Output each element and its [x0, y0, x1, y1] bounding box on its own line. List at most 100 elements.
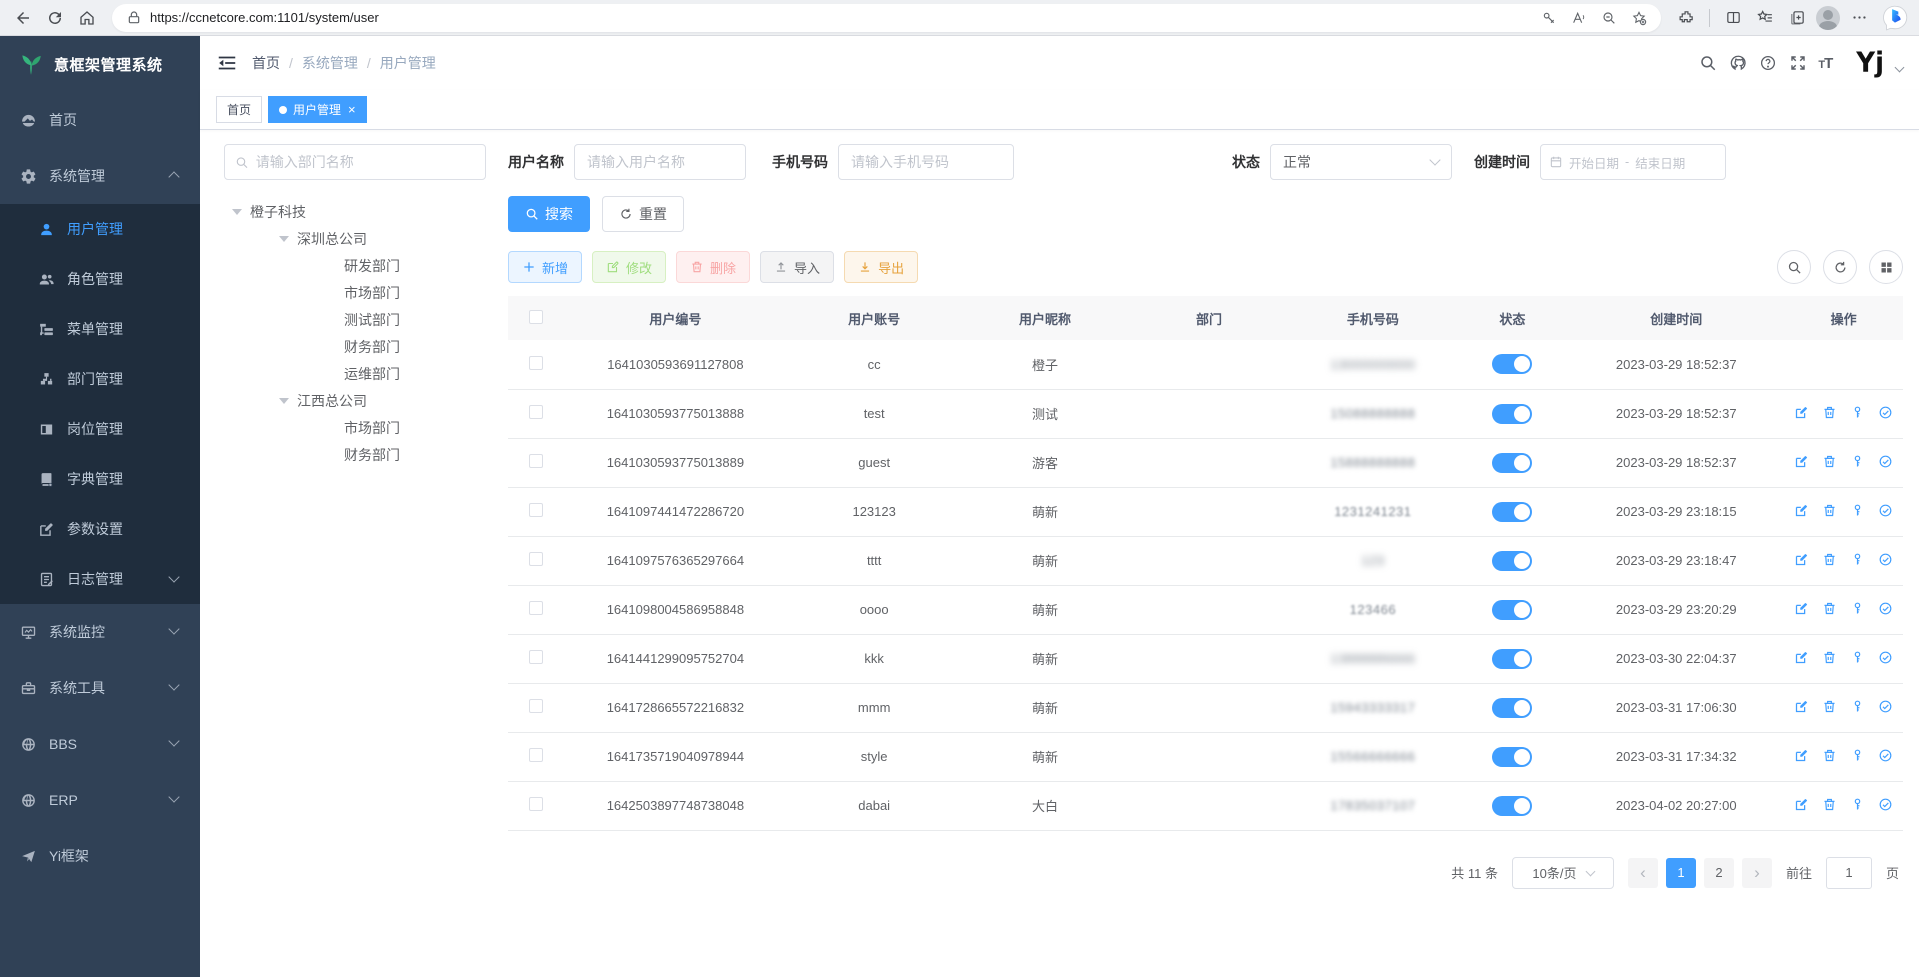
url-text[interactable]: https://ccnetcore.com:1101/system/user [150, 10, 379, 25]
edit-icon[interactable] [1794, 650, 1809, 665]
edit-icon[interactable] [1794, 454, 1809, 469]
status-toggle[interactable] [1492, 354, 1533, 375]
delete-button[interactable]: 删除 [676, 251, 751, 283]
more-icon[interactable] [1846, 5, 1872, 31]
sidebar-item-param[interactable]: 参数设置 [0, 504, 200, 554]
reset-password-icon[interactable] [1850, 454, 1865, 469]
font-size-icon[interactable]: TT [1818, 54, 1833, 72]
assign-role-icon[interactable] [1878, 797, 1893, 812]
reset-password-icon[interactable] [1850, 797, 1865, 812]
prev-page-button[interactable]: ‹ [1627, 857, 1658, 888]
tree-node[interactable]: 深圳总公司 [224, 225, 486, 252]
sidebar-item-tools[interactable]: 系统工具 [0, 660, 200, 716]
user-avatar[interactable]: Yj [1856, 47, 1884, 79]
row-checkbox[interactable] [528, 797, 543, 811]
export-button[interactable]: 导出 [844, 251, 919, 283]
username-input[interactable] [574, 144, 746, 180]
tree-node[interactable]: 橙子科技 [224, 198, 486, 225]
address-bar[interactable]: https://ccnetcore.com:1101/system/user [112, 3, 1661, 32]
delete-icon[interactable] [1822, 650, 1837, 665]
tree-node[interactable]: 运维部门 [224, 360, 486, 387]
reset-password-icon[interactable] [1850, 405, 1865, 420]
split-screen-icon[interactable] [1720, 5, 1746, 31]
avatar-caret-icon[interactable] [1894, 62, 1905, 72]
header-search-icon[interactable] [1698, 53, 1718, 73]
edit-icon[interactable] [1794, 405, 1809, 420]
edit-icon[interactable] [1794, 797, 1809, 812]
select-all-checkbox[interactable] [528, 309, 543, 324]
row-checkbox[interactable] [528, 650, 543, 664]
tree-expand-icon[interactable] [279, 235, 289, 242]
status-toggle[interactable] [1492, 648, 1533, 669]
breadcrumb-home[interactable]: 首页 [252, 55, 280, 71]
delete-icon[interactable] [1822, 503, 1837, 518]
assign-role-icon[interactable] [1878, 601, 1893, 616]
row-checkbox[interactable] [528, 748, 543, 762]
tree-node[interactable]: 财务部门 [224, 333, 486, 360]
table-refresh-button[interactable] [1823, 250, 1857, 284]
next-page-button[interactable]: › [1741, 857, 1772, 888]
status-toggle[interactable] [1492, 795, 1533, 816]
back-icon[interactable] [10, 5, 36, 31]
assign-role-icon[interactable] [1878, 552, 1893, 567]
profile-avatar[interactable] [1816, 5, 1840, 30]
app-logo[interactable]: 意框架管理系统 [0, 36, 200, 92]
row-checkbox[interactable] [528, 601, 543, 615]
key-icon[interactable] [1537, 6, 1561, 30]
help-icon[interactable] [1758, 53, 1778, 73]
page-button-1[interactable]: 1 [1665, 857, 1696, 888]
tree-node[interactable]: 市场部门 [224, 414, 486, 441]
status-toggle[interactable] [1492, 403, 1533, 424]
assign-role-icon[interactable] [1878, 748, 1893, 763]
row-checkbox[interactable] [528, 503, 543, 517]
delete-icon[interactable] [1822, 601, 1837, 616]
row-checkbox[interactable] [528, 355, 543, 370]
reset-password-icon[interactable] [1850, 748, 1865, 763]
tree-expand-icon[interactable] [279, 397, 289, 404]
page-button-2[interactable]: 2 [1703, 857, 1734, 888]
row-checkbox[interactable] [528, 699, 543, 713]
home-icon[interactable] [74, 5, 100, 31]
tab-active[interactable]: 用户管理 × [268, 96, 367, 123]
search-button[interactable]: 搜索 [508, 196, 590, 232]
zoom-out-icon[interactable] [1597, 6, 1621, 30]
edit-icon[interactable] [1794, 503, 1809, 518]
table-search-toggle-button[interactable] [1777, 250, 1811, 284]
github-icon[interactable] [1728, 53, 1748, 73]
date-end-placeholder[interactable]: 结束日期 [1635, 156, 1686, 171]
sidebar-item-monitor[interactable]: 系统监控 [0, 604, 200, 660]
tree-node[interactable]: 测试部门 [224, 306, 486, 333]
read-aloud-icon[interactable] [1567, 6, 1591, 30]
delete-icon[interactable] [1822, 552, 1837, 567]
sidebar-item-yi[interactable]: Yi框架 [0, 828, 200, 884]
date-start-placeholder[interactable]: 开始日期 [1569, 156, 1620, 171]
favorite-add-icon[interactable] [1627, 6, 1651, 30]
sidebar-item-log[interactable]: 日志管理 [0, 554, 200, 604]
table-columns-button[interactable] [1869, 250, 1903, 284]
fullscreen-icon[interactable] [1788, 53, 1808, 73]
bing-copilot-icon[interactable] [1882, 4, 1909, 31]
sidebar-item-bbs[interactable]: BBS [0, 716, 200, 772]
tree-node[interactable]: 市场部门 [224, 279, 486, 306]
lock-icon[interactable] [126, 10, 142, 26]
status-select[interactable]: 正常 [1270, 144, 1452, 180]
row-checkbox[interactable] [528, 552, 543, 566]
row-checkbox[interactable] [528, 405, 543, 419]
delete-icon[interactable] [1822, 454, 1837, 469]
reset-button[interactable]: 重置 [602, 196, 684, 232]
sidebar-fold-icon[interactable] [216, 52, 238, 74]
reset-password-icon[interactable] [1850, 699, 1865, 714]
page-size-select[interactable]: 10条/页 [1511, 856, 1614, 889]
delete-icon[interactable] [1822, 797, 1837, 812]
sidebar-item-dict[interactable]: 字典管理 [0, 454, 200, 504]
extensions-icon[interactable] [1673, 5, 1699, 31]
sidebar-item-post[interactable]: 岗位管理 [0, 404, 200, 454]
edit-icon[interactable] [1794, 601, 1809, 616]
goto-page-input[interactable] [1825, 856, 1872, 889]
tree-expand-icon[interactable] [232, 208, 242, 215]
assign-role-icon[interactable] [1878, 699, 1893, 714]
sidebar-item-user[interactable]: 用户管理 [0, 204, 200, 254]
sidebar-item-erp[interactable]: ERP [0, 772, 200, 828]
edit-icon[interactable] [1794, 748, 1809, 763]
reset-password-icon[interactable] [1850, 503, 1865, 518]
